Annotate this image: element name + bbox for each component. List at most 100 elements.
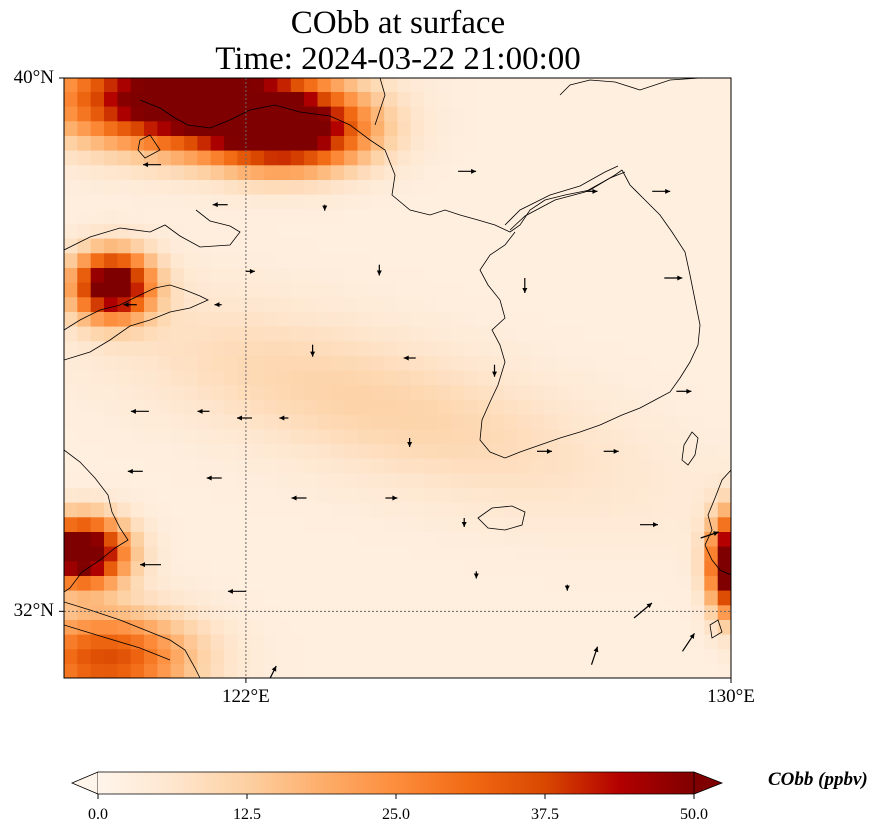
field-cell <box>170 120 185 136</box>
field-cell <box>557 370 572 386</box>
field-cell <box>170 619 185 635</box>
field-cell <box>237 296 252 312</box>
field-cell <box>530 340 545 356</box>
field-cell <box>330 238 345 254</box>
field-cell <box>731 619 745 634</box>
field-cell <box>330 619 345 635</box>
field-cell <box>584 399 599 415</box>
field-cell <box>264 120 278 136</box>
field-cell <box>437 634 452 650</box>
field-cell <box>410 472 425 488</box>
field-cell <box>410 399 425 415</box>
field-cell <box>357 399 372 415</box>
field-cell <box>691 443 705 459</box>
field-cell <box>424 326 439 342</box>
field-cell <box>104 194 118 210</box>
field-cell <box>77 502 92 518</box>
field-cell <box>277 560 292 576</box>
field-cell <box>117 282 132 298</box>
field-cell <box>264 194 278 210</box>
field-cell <box>397 135 412 151</box>
field-cell <box>544 267 559 283</box>
field-cell <box>584 634 599 650</box>
field-cell <box>597 150 612 166</box>
field-cell <box>651 590 665 606</box>
field-cell <box>157 267 172 283</box>
field-cell <box>610 296 625 312</box>
field-cell <box>677 267 692 283</box>
field-cell <box>424 443 439 459</box>
field-cell <box>477 370 492 386</box>
field-cell <box>290 91 305 107</box>
field-cell <box>64 208 78 224</box>
field-cell <box>344 370 358 386</box>
field-cell <box>290 560 305 576</box>
field-cell <box>184 399 198 415</box>
field-cell <box>117 370 132 386</box>
field-cell <box>197 414 212 430</box>
field-cell <box>370 384 385 400</box>
field-cell <box>170 208 185 224</box>
field-cell <box>250 164 265 180</box>
field-cell <box>250 135 265 151</box>
field-cell <box>104 487 118 503</box>
field-cell <box>610 531 625 547</box>
field-cell <box>197 355 212 371</box>
field-cell <box>410 590 425 606</box>
field-cell <box>570 208 585 224</box>
field-cell <box>437 326 452 342</box>
field-cell <box>570 120 585 136</box>
field-cell <box>157 78 172 92</box>
field-cell <box>224 428 238 444</box>
field-cell <box>317 78 332 92</box>
field-cell <box>504 208 519 224</box>
field-cell <box>277 135 292 151</box>
field-cell <box>530 648 545 664</box>
field-cell <box>584 648 599 664</box>
field-cell <box>704 560 719 576</box>
field-cell <box>410 223 425 239</box>
field-cell <box>210 648 225 664</box>
field-cell <box>170 223 185 239</box>
field-cell <box>637 355 652 371</box>
field-cell <box>330 458 345 474</box>
field-cell <box>424 414 439 430</box>
field-cell <box>77 546 92 562</box>
field-cell <box>624 531 639 547</box>
field-cell <box>397 208 412 224</box>
field-cell <box>210 355 225 371</box>
field-cell <box>584 546 599 562</box>
field-cell <box>250 531 265 547</box>
field-cell <box>477 106 492 122</box>
field-cell <box>490 238 505 254</box>
field-cell <box>424 238 439 254</box>
field-cell <box>130 267 145 283</box>
field-cell <box>130 164 145 180</box>
field-cell <box>290 443 305 459</box>
field-cell <box>517 619 532 635</box>
field-cell <box>584 443 599 459</box>
field-cell <box>437 252 452 268</box>
field-cell <box>624 458 639 474</box>
field-cell <box>544 120 559 136</box>
field-cell <box>664 326 679 342</box>
field-cell <box>64 428 78 444</box>
field-cell <box>317 238 332 254</box>
field-cell <box>504 135 519 151</box>
field-cell <box>624 414 639 430</box>
field-cell <box>490 399 505 415</box>
field-cell <box>277 487 292 503</box>
field-cell <box>290 179 305 195</box>
field-cell <box>584 150 599 166</box>
field-cell <box>357 267 372 283</box>
wind-arrow <box>376 264 382 276</box>
field-cell <box>250 120 265 136</box>
field-cell <box>570 267 585 283</box>
field-cell <box>637 443 652 459</box>
wind-arrow <box>458 168 477 174</box>
field-cell <box>424 428 439 444</box>
field-cell <box>197 164 212 180</box>
field-cell <box>130 399 145 415</box>
field-cell <box>370 516 385 532</box>
field-cell <box>157 106 172 122</box>
